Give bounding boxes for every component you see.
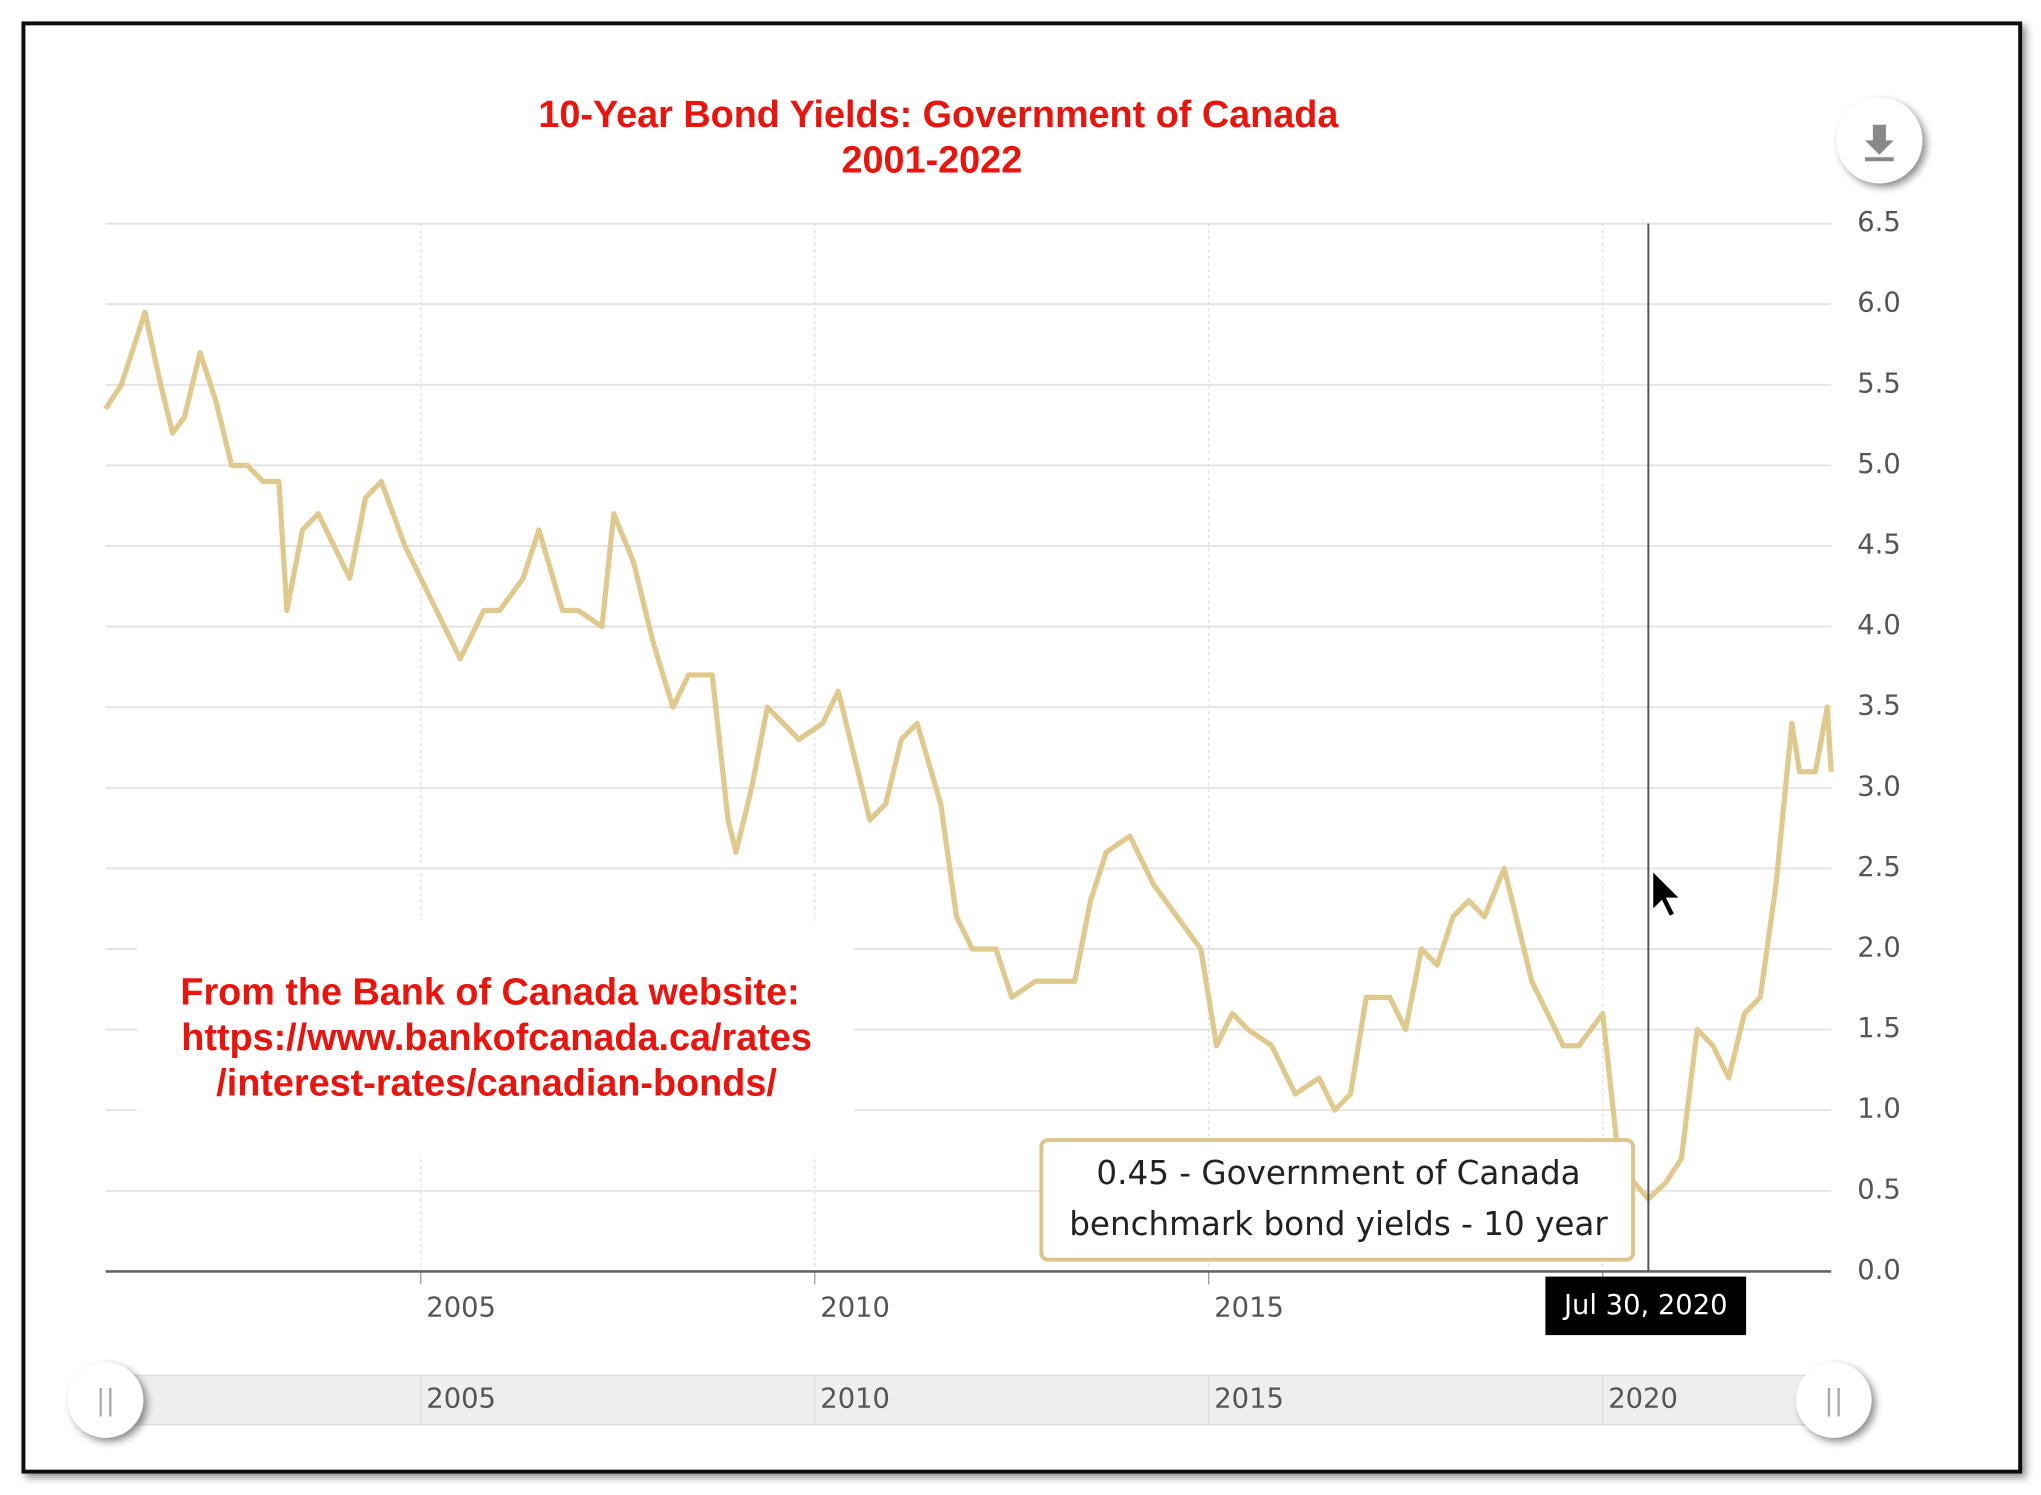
download-icon [1865,124,1894,162]
nav-tick-label: 2005 [426,1384,496,1415]
chart-title: 10-Year Bond Yields: Government of Canad… [538,93,1339,135]
tooltip-text: 0.45 - Government of Canada [1096,1154,1580,1192]
cursor [1651,869,1682,918]
chart-subtitle: 2001-2022 [842,138,1023,180]
nav-tick-label: 2015 [1214,1384,1284,1415]
y-tick-label: 2.0 [1857,933,1901,964]
y-tick-label: 6.5 [1857,207,1901,238]
y-tick-label: 0.0 [1857,1255,1901,1286]
tooltip: 0.45 - Government of Canada benchmark bon… [1039,223,1747,1336]
y-tick-label: 4.5 [1857,530,1901,561]
handle-grip: || [96,1382,115,1416]
x-tick-label: 2015 [1214,1293,1284,1324]
tooltip-box [1039,1138,1636,1262]
navigator[interactable] [104,1374,1832,1426]
date-label: Jul 30, 2020 [1562,1290,1728,1321]
navigator-labels: 2005 2010 2015 2020 [420,1375,1678,1425]
date-box [1545,1276,1747,1336]
annotation: From the Bank of Canada website: [180,970,799,1012]
nav-handle-right[interactable] [1795,1362,1872,1438]
y-tick-label: 4.0 [1857,610,1901,641]
nav-tick-label: 2020 [1608,1384,1678,1415]
frame [21,21,2023,1474]
nav-tick-label: 2010 [820,1384,890,1415]
y-tick-label: 3.5 [1857,691,1901,722]
y-tick-label: 5.0 [1857,449,1901,480]
y-tick-label: 0.5 [1857,1174,1901,1205]
x-tick-label: 2005 [426,1293,496,1324]
y-tick-label: 5.5 [1857,368,1901,399]
handle-grip: || [1824,1382,1843,1416]
x-tick-label: 2010 [820,1293,890,1324]
data-line [103,309,1834,1202]
plot-area: 0.0 0.5 1.0 1.5 2.0 2.5 3.0 3.5 4.0 4.5 5.0 5.5 6.0 6… [103,207,1901,1324]
y-tick-label: 1.0 [1857,1094,1901,1125]
y-tick-label: 6.0 [1857,288,1901,319]
y-tick-label: 1.5 [1857,1013,1901,1044]
annotation: https://www.bankofcanada.ca/rates [181,1016,812,1058]
y-tick-label: 2.5 [1857,852,1901,883]
nav-handle-left[interactable] [67,1362,144,1438]
annotation-box [136,920,854,1155]
tooltip-text: benchmark bond yields - 10 year [1069,1205,1608,1243]
y-tick-label: 3.0 [1857,771,1901,802]
annotation: /interest-rates/canadian-bonds/ [216,1061,777,1103]
